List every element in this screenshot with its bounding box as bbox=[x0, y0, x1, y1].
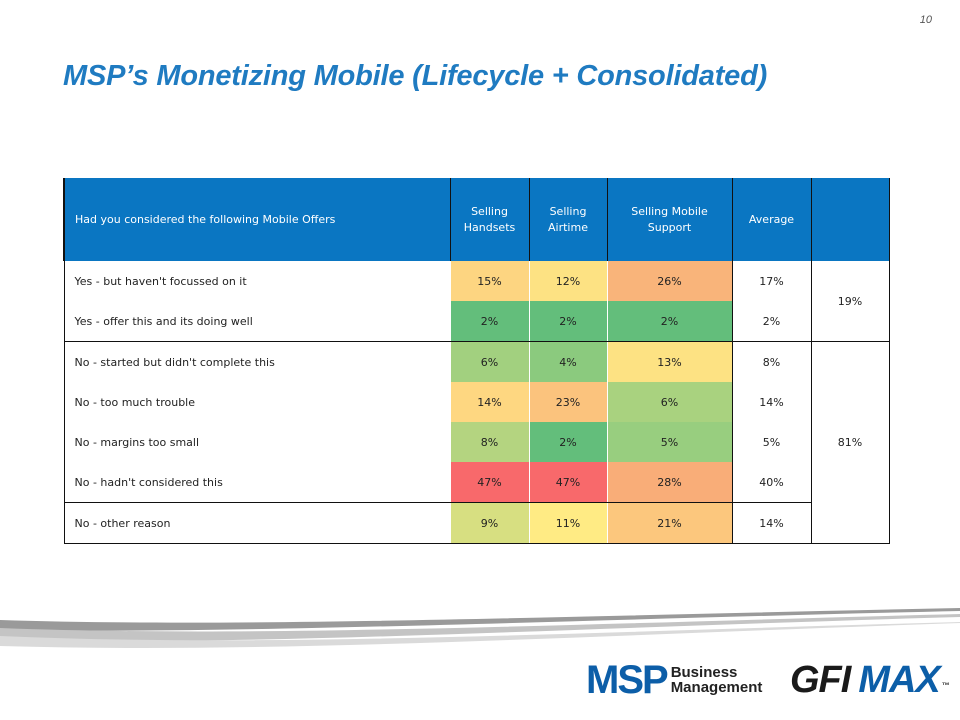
group-total-no: 81% bbox=[810, 341, 890, 544]
page-number: 10 bbox=[919, 14, 932, 26]
header-group-total bbox=[810, 178, 890, 261]
cell-airtime: 4% bbox=[528, 341, 607, 382]
cell-average: 40% bbox=[731, 462, 811, 503]
table-row: No - other reason 9% 11% 21% 14% bbox=[63, 502, 889, 544]
cell-handsets: 8% bbox=[449, 422, 529, 462]
cell-average: 2% bbox=[731, 301, 811, 342]
header-question: Had you considered the following Mobile … bbox=[63, 178, 451, 261]
cell-airtime: 11% bbox=[528, 502, 607, 544]
cell-support: 28% bbox=[606, 462, 732, 503]
cell-support: 6% bbox=[606, 382, 732, 422]
row-label: Yes - offer this and its doing well bbox=[63, 301, 450, 342]
cell-average: 14% bbox=[731, 382, 811, 422]
cell-support: 26% bbox=[606, 261, 732, 301]
survey-table: Had you considered the following Mobile … bbox=[63, 178, 890, 544]
group-total-yes: 19% bbox=[810, 261, 890, 342]
cell-support: 5% bbox=[606, 422, 732, 462]
cell-support: 13% bbox=[606, 341, 732, 382]
cell-average: 14% bbox=[731, 502, 811, 544]
table-row: Yes - but haven't focussed on it 15% 12%… bbox=[63, 261, 890, 342]
header-selling-mobile-support: Selling Mobile Support bbox=[606, 178, 733, 261]
cell-support: 21% bbox=[606, 502, 732, 544]
row-label: No - started but didn't complete this bbox=[63, 341, 450, 382]
table-row: No - hadn't considered this 47% 47% 28% … bbox=[63, 462, 889, 503]
table-row: No - started but didn't complete this 6%… bbox=[63, 341, 890, 544]
cell-average: 17% bbox=[731, 261, 811, 301]
cell-airtime: 2% bbox=[528, 422, 607, 462]
slide-title: MSP’s Monetizing Mobile (Lifecycle + Con… bbox=[63, 60, 768, 92]
row-label: Yes - but haven't focussed on it bbox=[63, 261, 450, 301]
row-label: No - other reason bbox=[63, 502, 450, 544]
table-row: No - margins too small 8% 2% 5% 5% bbox=[63, 422, 889, 462]
cell-airtime: 47% bbox=[528, 462, 607, 503]
row-label: No - margins too small bbox=[63, 422, 450, 462]
cell-average: 5% bbox=[731, 422, 811, 462]
cell-handsets: 47% bbox=[449, 462, 529, 503]
cell-handsets: 14% bbox=[449, 382, 529, 422]
row-label: No - hadn't considered this bbox=[63, 462, 450, 503]
cell-handsets: 2% bbox=[449, 301, 529, 342]
cell-support: 2% bbox=[606, 301, 732, 342]
cell-handsets: 15% bbox=[449, 261, 529, 301]
table-row: No - too much trouble 14% 23% 6% 14% bbox=[63, 382, 889, 422]
header-selling-handsets: Selling Handsets bbox=[449, 178, 530, 261]
table-header-row: Had you considered the following Mobile … bbox=[63, 178, 890, 261]
gfi-max-logo: GFI MAX ™ bbox=[790, 659, 950, 701]
cell-handsets: 6% bbox=[449, 341, 529, 382]
cell-airtime: 2% bbox=[528, 301, 607, 342]
cell-airtime: 23% bbox=[528, 382, 607, 422]
header-selling-airtime: Selling Airtime bbox=[528, 178, 608, 261]
cell-handsets: 9% bbox=[449, 502, 529, 544]
footer-swoosh-graphic bbox=[0, 608, 960, 648]
msp-business-management-logo: MSP Business Management bbox=[586, 658, 763, 702]
cell-average: 8% bbox=[731, 341, 811, 382]
row-label: No - too much trouble bbox=[63, 382, 450, 422]
table-row: Yes - offer this and its doing well 2% 2… bbox=[63, 301, 889, 342]
cell-airtime: 12% bbox=[528, 261, 607, 301]
header-average: Average bbox=[731, 178, 812, 261]
